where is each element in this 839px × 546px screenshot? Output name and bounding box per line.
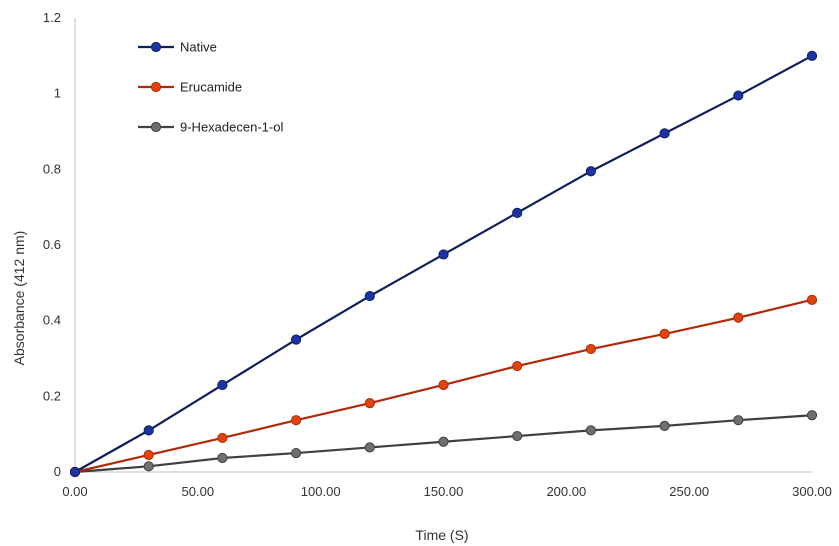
legend-marker-native bbox=[150, 41, 162, 53]
x-tick-label: 50.00 bbox=[182, 484, 215, 499]
x-axis-title: Time (S) bbox=[415, 527, 468, 543]
x-tick-label: 200.00 bbox=[546, 484, 586, 499]
x-tick-label: 250.00 bbox=[669, 484, 709, 499]
data-point-9-hexadecen-1-ol bbox=[143, 461, 154, 472]
series-line-native bbox=[74, 54, 813, 473]
data-point-9-hexadecen-1-ol bbox=[291, 447, 302, 459]
data-point-erucamide bbox=[585, 343, 597, 355]
data-point-9-hexadecen-1-ol bbox=[585, 425, 597, 436]
data-point-native bbox=[659, 128, 670, 139]
legend-item-erucamide: Erucamide bbox=[138, 80, 242, 95]
x-tick-label: 0.00 bbox=[62, 484, 87, 499]
y-tick-label: 1 bbox=[54, 86, 61, 101]
data-point-9-hexadecen-1-ol bbox=[217, 452, 228, 464]
data-point-native bbox=[806, 50, 818, 61]
data-point-9-hexadecen-1-ol bbox=[364, 442, 375, 453]
series-9-hexadecen-1-ol bbox=[69, 410, 818, 478]
data-point-9-hexadecen-1-ol bbox=[438, 436, 449, 447]
data-point-9-hexadecen-1-ol bbox=[806, 410, 818, 421]
y-tick-label: 0.2 bbox=[43, 388, 61, 403]
x-tick-labels: 0.00 50.00 100.00 150.00 200.00 250.00 300.00 bbox=[62, 484, 832, 499]
data-point-erucamide bbox=[438, 379, 449, 391]
x-tick-label: 150.00 bbox=[424, 484, 464, 499]
data-point-native bbox=[291, 334, 302, 345]
data-point-native bbox=[69, 466, 81, 478]
data-point-9-hexadecen-1-ol bbox=[512, 430, 523, 442]
legend-marker-9-hexadecen-1-ol bbox=[150, 121, 162, 133]
legend-label-native: Native bbox=[180, 40, 217, 55]
axes bbox=[74, 18, 812, 473]
data-point-erucamide bbox=[217, 432, 228, 444]
data-point-erucamide bbox=[143, 449, 154, 461]
y-tick-label: 0 bbox=[54, 464, 61, 479]
data-point-9-hexadecen-1-ol bbox=[733, 415, 744, 426]
legend-label-erucamide: Erucamide bbox=[180, 80, 242, 95]
legend: Native Erucamide 9-Hexadecen-1-ol bbox=[138, 40, 283, 135]
y-axis-title: Absorbance (412 nm) bbox=[11, 231, 27, 366]
data-point-native bbox=[733, 90, 744, 101]
series-erucamide bbox=[69, 294, 818, 478]
data-point-native bbox=[217, 379, 228, 391]
y-tick-labels: 0 0.2 0.4 0.6 0.8 1 1.2 bbox=[43, 10, 61, 479]
x-tick-label: 300.00 bbox=[792, 484, 832, 499]
data-point-9-hexadecen-1-ol bbox=[659, 420, 670, 431]
legend-item-native: Native bbox=[138, 40, 217, 55]
data-point-native bbox=[512, 207, 523, 218]
data-point-erucamide bbox=[659, 328, 670, 340]
y-tick-label: 0.4 bbox=[43, 313, 61, 328]
series-native bbox=[69, 50, 818, 478]
data-point-native bbox=[143, 425, 154, 436]
legend-label-9-hexadecen-1-ol: 9-Hexadecen-1-ol bbox=[180, 120, 283, 135]
series-layer bbox=[69, 50, 818, 478]
y-tick-label: 0.6 bbox=[43, 237, 61, 252]
data-point-erucamide bbox=[806, 294, 818, 305]
data-point-native bbox=[585, 166, 597, 177]
legend-marker-erucamide bbox=[150, 81, 162, 93]
x-tick-label: 100.00 bbox=[301, 484, 341, 499]
y-tick-label: 0.8 bbox=[43, 161, 61, 176]
data-point-erucamide bbox=[512, 360, 523, 372]
data-point-erucamide bbox=[733, 312, 744, 323]
data-point-erucamide bbox=[364, 398, 375, 409]
data-point-erucamide bbox=[291, 415, 302, 426]
y-tick-label: 1.2 bbox=[43, 10, 61, 25]
legend-item-9-hexadecen-1-ol: 9-Hexadecen-1-ol bbox=[138, 120, 283, 135]
data-point-native bbox=[364, 290, 375, 302]
data-point-native bbox=[438, 249, 449, 260]
